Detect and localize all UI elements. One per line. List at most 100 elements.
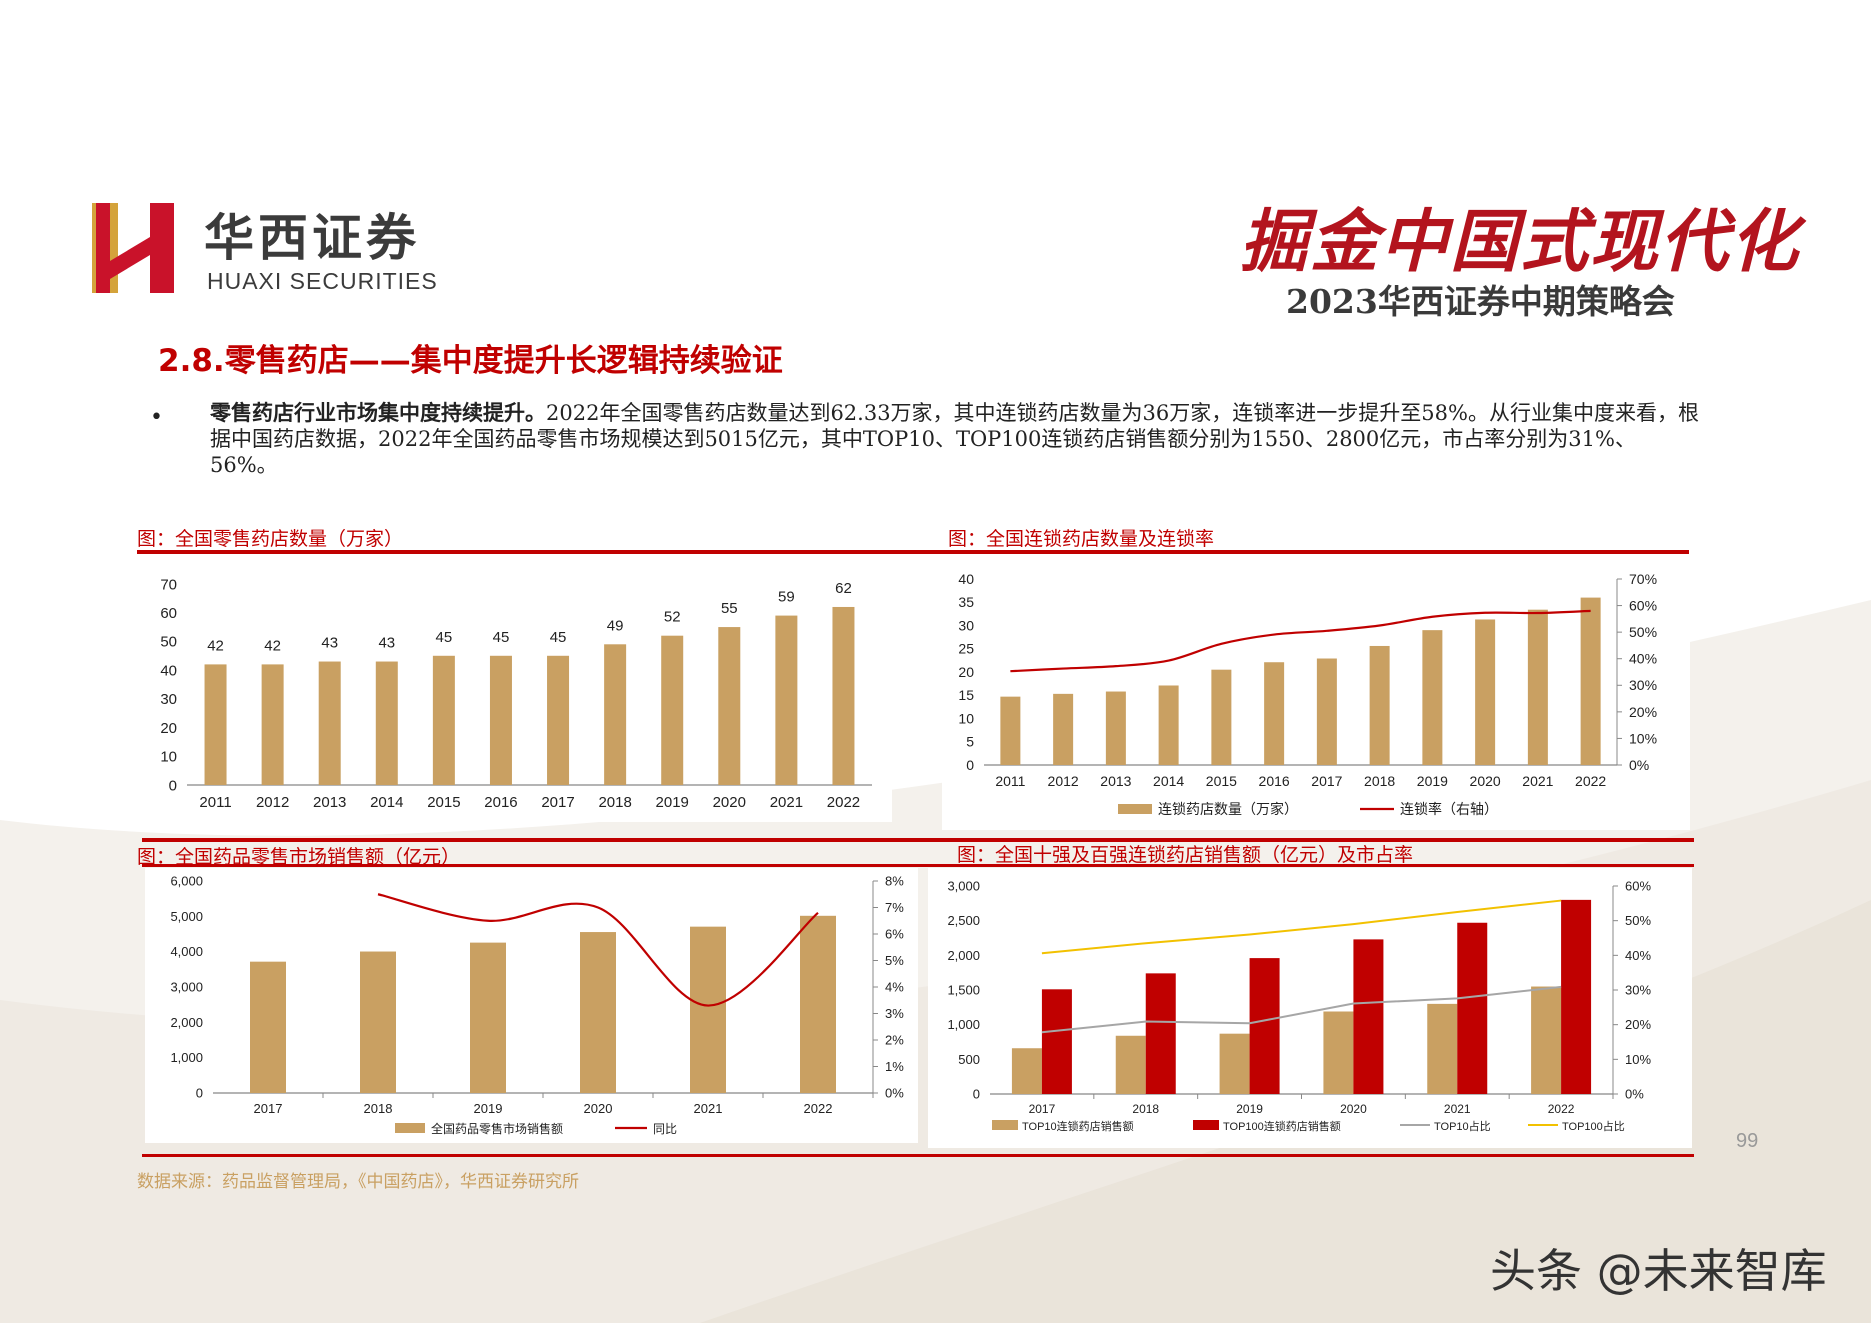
c2-y2tick-7: 70% bbox=[1629, 571, 1657, 587]
c1-bar-2017 bbox=[547, 655, 570, 785]
chart1-caption: 图：全国零售药店数量（万家） bbox=[137, 528, 404, 550]
c2-legend-label-line: 连锁率（右轴） bbox=[1400, 801, 1498, 817]
event-subtitle: 2023华西证券中期策略会 bbox=[1286, 282, 1675, 321]
chart2-caption: 图：全国连锁药店数量及连锁率 bbox=[948, 528, 1215, 550]
c2-xtick-2011: 2011 bbox=[995, 773, 1025, 789]
summary-paragraph: 零售药店行业市场集中度持续提升。2022年全国零售药店数量达到62.33万家，其… bbox=[210, 400, 1700, 478]
c3-bar-2018 bbox=[360, 951, 396, 1093]
c3-xtick-2020: 2020 bbox=[584, 1101, 613, 1116]
c1-value-label-2016: 45 bbox=[493, 629, 510, 646]
section-rule-bottom bbox=[142, 1154, 1694, 1157]
c4-y2tick-5: 50% bbox=[1625, 913, 1651, 928]
c4-xtick-2022: 2022 bbox=[1548, 1102, 1575, 1116]
c2-y2tick-6: 60% bbox=[1629, 597, 1657, 613]
c2-ytick-6: 30 bbox=[958, 617, 974, 633]
c2-xtick-2021: 2021 bbox=[1522, 773, 1553, 789]
c2-bar-2016 bbox=[1264, 662, 1285, 765]
c1-bar-2020 bbox=[718, 627, 741, 785]
c2-bar-2013 bbox=[1105, 691, 1126, 765]
c2-bar-2017 bbox=[1316, 658, 1337, 765]
c3-line-yoy bbox=[377, 893, 819, 1007]
c2-ytick-0: 0 bbox=[966, 757, 974, 773]
chart1-panel: 0 10 20 30 40 50 60 70 42 2011 42 2012 43 2013 43 2014 4… bbox=[142, 560, 892, 822]
c3-xtick-2022: 2022 bbox=[804, 1101, 833, 1116]
c3-ytick-2: 2,000 bbox=[170, 1015, 203, 1030]
logo-name-cn: 华西证券 bbox=[204, 208, 420, 267]
c3-y2tick-4: 4% bbox=[885, 980, 904, 995]
c1-bar-2022 bbox=[832, 606, 855, 785]
c2-ytick-4: 20 bbox=[958, 664, 974, 680]
c2-y2tick-1: 10% bbox=[1629, 730, 1657, 746]
c1-ytick-1: 10 bbox=[160, 749, 177, 766]
c1-ytick-0: 0 bbox=[169, 777, 177, 794]
c1-bar-2018 bbox=[604, 644, 627, 785]
c1-bar-2011 bbox=[204, 664, 227, 785]
c4-legend-label-top10: TOP10连锁药店销售额 bbox=[1022, 1119, 1134, 1133]
c2-bar-2018 bbox=[1369, 645, 1390, 765]
event-title: 掘金中国式现代化 bbox=[1240, 202, 1801, 282]
c4-bar-top10-2021 bbox=[1427, 1003, 1458, 1094]
c3-bar-2021 bbox=[690, 926, 726, 1093]
c2-xtick-2016: 2016 bbox=[1259, 773, 1290, 789]
c2-y2tick-3: 30% bbox=[1629, 677, 1657, 693]
page-number: 99 bbox=[1736, 1130, 1759, 1152]
c4-ytick-2: 1,000 bbox=[947, 1017, 980, 1032]
summary-lead: 零售药店行业市场集中度持续提升。 bbox=[210, 401, 546, 425]
c4-xtick-2021: 2021 bbox=[1444, 1102, 1471, 1116]
huaxi-logo-icon bbox=[92, 203, 174, 293]
c2-xtick-2020: 2020 bbox=[1470, 773, 1501, 789]
c4-ytick-5: 2,500 bbox=[947, 913, 980, 928]
c1-value-label-2011: 42 bbox=[207, 637, 224, 654]
c1-value-label-2021: 59 bbox=[778, 589, 795, 606]
c1-xtick-2018: 2018 bbox=[598, 794, 631, 811]
c2-xtick-2014: 2014 bbox=[1153, 773, 1184, 789]
c2-xtick-2012: 2012 bbox=[1048, 773, 1079, 789]
c4-bar-top100-2018 bbox=[1145, 973, 1176, 1094]
c2-line-chain-rate bbox=[1010, 609, 1591, 673]
c2-xtick-2013: 2013 bbox=[1100, 773, 1131, 789]
page-title: 2.8.零售药店——集中度提升长逻辑持续验证 bbox=[158, 343, 783, 379]
top-chain-sales-chart: 0 500 1,000 1,500 2,000 2,500 3,000 0% 10% 20% 30%… bbox=[947, 879, 1651, 1133]
c1-bar-2021 bbox=[775, 615, 798, 785]
c1-ytick-3: 30 bbox=[160, 691, 177, 708]
c4-xtick-2020: 2020 bbox=[1340, 1102, 1367, 1116]
store-count-chart: 0 10 20 30 40 50 60 70 42 2011 42 2012 43 2013 43 2014 4… bbox=[160, 576, 872, 811]
c1-ytick-6: 60 bbox=[160, 605, 177, 622]
c1-bar-2016 bbox=[489, 655, 512, 785]
c4-y2tick-3: 30% bbox=[1625, 983, 1651, 998]
section-rule-top bbox=[137, 550, 1689, 554]
c4-ytick-3: 1,500 bbox=[947, 983, 980, 998]
c3-bar-2022 bbox=[800, 915, 836, 1093]
c4-y2tick-6: 60% bbox=[1625, 879, 1651, 894]
c1-bar-2012 bbox=[261, 664, 284, 785]
c1-value-label-2013: 43 bbox=[321, 635, 338, 652]
c2-y2tick-2: 20% bbox=[1629, 704, 1657, 720]
c3-y2tick-3: 3% bbox=[885, 1006, 904, 1021]
c1-xtick-2013: 2013 bbox=[313, 794, 346, 811]
c2-ytick-7: 35 bbox=[958, 594, 974, 610]
c2-bar-2015 bbox=[1211, 669, 1232, 765]
c2-legend-swatch-bars bbox=[1118, 804, 1152, 814]
c4-bar-top10-2020 bbox=[1323, 1011, 1354, 1094]
c4-legend-label-top10-share: TOP10占比 bbox=[1434, 1119, 1491, 1133]
c3-legend-swatch-bars bbox=[395, 1123, 425, 1133]
c2-xtick-2015: 2015 bbox=[1206, 773, 1237, 789]
c3-ytick-0: 0 bbox=[196, 1086, 203, 1101]
chart2-panel: 0 5 10 15 20 25 30 35 40 0% 10% 20% 30% 40% 50% 60% 70% 2… bbox=[942, 560, 1690, 830]
retail-sales-chart: 0 1,000 2,000 3,000 4,000 5,000 6,000 0% 1% 2% 3% 4… bbox=[170, 874, 904, 1136]
c3-y2tick-0: 0% bbox=[885, 1086, 904, 1101]
c1-xtick-2017: 2017 bbox=[541, 794, 574, 811]
c4-bar-top10-2017 bbox=[1011, 1048, 1042, 1094]
c4-legend-label-top100: TOP100连锁药店销售额 bbox=[1223, 1119, 1341, 1133]
c4-bar-top100-2021 bbox=[1457, 922, 1488, 1094]
c4-legend-label-top100-share: TOP100占比 bbox=[1562, 1119, 1625, 1133]
c4-bar-top100-2020 bbox=[1353, 939, 1384, 1094]
c2-y2tick-5: 50% bbox=[1629, 624, 1657, 640]
chart3-panel: 0 1,000 2,000 3,000 4,000 5,000 6,000 0% 1% 2% 3% 4… bbox=[145, 868, 918, 1143]
c2-bar-2012 bbox=[1053, 693, 1074, 765]
c4-bar-top100-2017 bbox=[1041, 989, 1072, 1094]
c4-y2tick-4: 40% bbox=[1625, 948, 1651, 963]
c1-xtick-2020: 2020 bbox=[713, 794, 746, 811]
summary-text: 2022年全国零售药店数量达到62.33万家，其中连锁药店数量为36万家，连锁率… bbox=[210, 401, 1699, 477]
c1-ytick-2: 20 bbox=[160, 720, 177, 737]
